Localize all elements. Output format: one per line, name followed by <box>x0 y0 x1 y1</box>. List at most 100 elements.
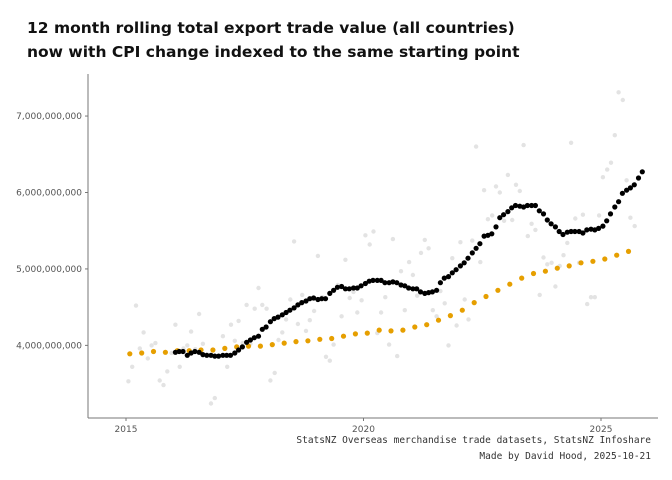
monthly-value-point <box>402 308 407 313</box>
monthly-value-point <box>470 238 475 243</box>
cpi-indexed-point <box>317 336 323 342</box>
monthly-value-point <box>264 306 269 311</box>
cpi-indexed-point <box>162 349 168 355</box>
rolling-total-point <box>295 302 301 308</box>
rolling-total-point <box>560 231 566 238</box>
monthly-value-point <box>378 310 384 315</box>
monthly-value-point <box>225 364 230 369</box>
rolling-total-point <box>441 275 447 281</box>
rolling-total-point <box>469 250 475 256</box>
cpi-indexed-point <box>376 327 382 333</box>
rolling-total-point <box>311 295 317 301</box>
rolling-total-point <box>236 347 242 353</box>
rolling-total-point <box>342 286 348 292</box>
monthly-value-point <box>169 350 174 356</box>
monthly-value-point <box>573 216 578 221</box>
cpi-indexed-point <box>281 340 287 346</box>
monthly-value-point <box>355 310 360 315</box>
cpi-indexed-point <box>293 339 299 345</box>
monthly-value-point <box>300 292 305 298</box>
monthly-value-point <box>351 289 356 295</box>
rolling-total-point <box>509 205 515 211</box>
monthly-value-point <box>280 330 285 335</box>
monthly-value-point <box>406 259 412 265</box>
rolling-total-point <box>354 285 360 291</box>
monthly-value-point <box>212 395 217 401</box>
cpi-indexed-point <box>150 348 157 355</box>
monthly-value-point <box>410 272 416 278</box>
y-tick-label: 4,000,000,000 <box>16 341 82 351</box>
monthly-value-point <box>561 253 566 258</box>
monthly-value-point <box>473 144 479 149</box>
rolling-total-point <box>406 285 412 291</box>
rolling-total-point <box>339 283 345 290</box>
rolling-total-point <box>524 202 531 209</box>
rolling-total-point <box>600 223 606 229</box>
cpi-indexed-point <box>507 281 513 287</box>
rolling-total-point <box>635 175 642 181</box>
cpi-indexed-point <box>400 327 406 333</box>
rolling-total-point <box>461 260 467 266</box>
caption-credit: Made by David Hood, 2025-10-21 <box>479 451 651 462</box>
x-tick-label: 2020 <box>352 425 375 435</box>
monthly-value-point <box>173 322 178 327</box>
monthly-value-point <box>398 269 404 274</box>
monthly-value-point <box>533 227 538 233</box>
rolling-total-point <box>627 185 634 191</box>
monthly-value-point <box>268 378 273 383</box>
monthly-value-point <box>628 215 633 220</box>
monthly-value-point <box>244 302 249 308</box>
caption-source: StatsNZ Overseas merchandise trade datas… <box>296 435 651 446</box>
rolling-total-point <box>180 348 186 355</box>
rolling-total-point <box>429 289 435 295</box>
cpi-indexed-point <box>305 338 311 344</box>
monthly-value-point <box>315 253 321 259</box>
y-tick-label: 6,000,000,000 <box>16 188 82 198</box>
rolling-total-point <box>529 202 535 209</box>
monthly-value-point <box>481 188 487 193</box>
rolling-total-point <box>619 190 626 196</box>
monthly-value-point <box>367 242 372 247</box>
monthly-value-point <box>605 167 610 172</box>
monthly-value-point <box>553 284 558 289</box>
cpi-indexed-point <box>257 343 263 349</box>
x-tick-label: 2015 <box>115 425 138 435</box>
rolling-total-point <box>251 335 257 341</box>
cpi-indexed-point <box>614 252 620 258</box>
rolling-total-point <box>287 307 293 313</box>
monthly-value-point <box>371 229 376 234</box>
monthly-value-point <box>126 379 131 384</box>
monthly-value-point <box>529 221 534 226</box>
rolling-total-point <box>346 286 352 292</box>
monthly-value-point <box>541 255 546 260</box>
rolling-total-point <box>358 283 364 289</box>
rolling-total-point <box>540 211 547 217</box>
monthly-value-point <box>188 329 194 334</box>
rolling-total-point <box>267 319 273 325</box>
rolling-total-point <box>370 277 376 283</box>
monthly-value-point <box>430 308 435 313</box>
monthly-value-point <box>501 218 507 223</box>
monthly-value-point <box>549 260 554 265</box>
rolling-total-point <box>501 212 507 218</box>
rolling-total-point <box>417 289 424 295</box>
monthly-value-point <box>608 160 614 165</box>
cpi-indexed-point <box>352 331 358 337</box>
rolling-total-point <box>449 270 455 276</box>
rolling-total-point <box>612 204 618 210</box>
rolling-total-point <box>532 202 539 209</box>
rolling-total-point <box>184 352 190 358</box>
rolling-total-point <box>580 230 586 236</box>
rolling-total-point <box>477 241 483 247</box>
monthly-value-point <box>130 364 135 369</box>
monthly-value-point <box>462 297 467 302</box>
rolling-total-point <box>220 352 226 358</box>
monthly-value-point <box>272 370 277 376</box>
rolling-total-point <box>584 227 590 233</box>
monthly-value-point <box>450 256 455 261</box>
rolling-total-point <box>378 277 384 283</box>
monthly-value-point <box>620 97 625 103</box>
cpi-indexed-point <box>388 328 394 334</box>
rolling-total-point <box>434 287 440 293</box>
